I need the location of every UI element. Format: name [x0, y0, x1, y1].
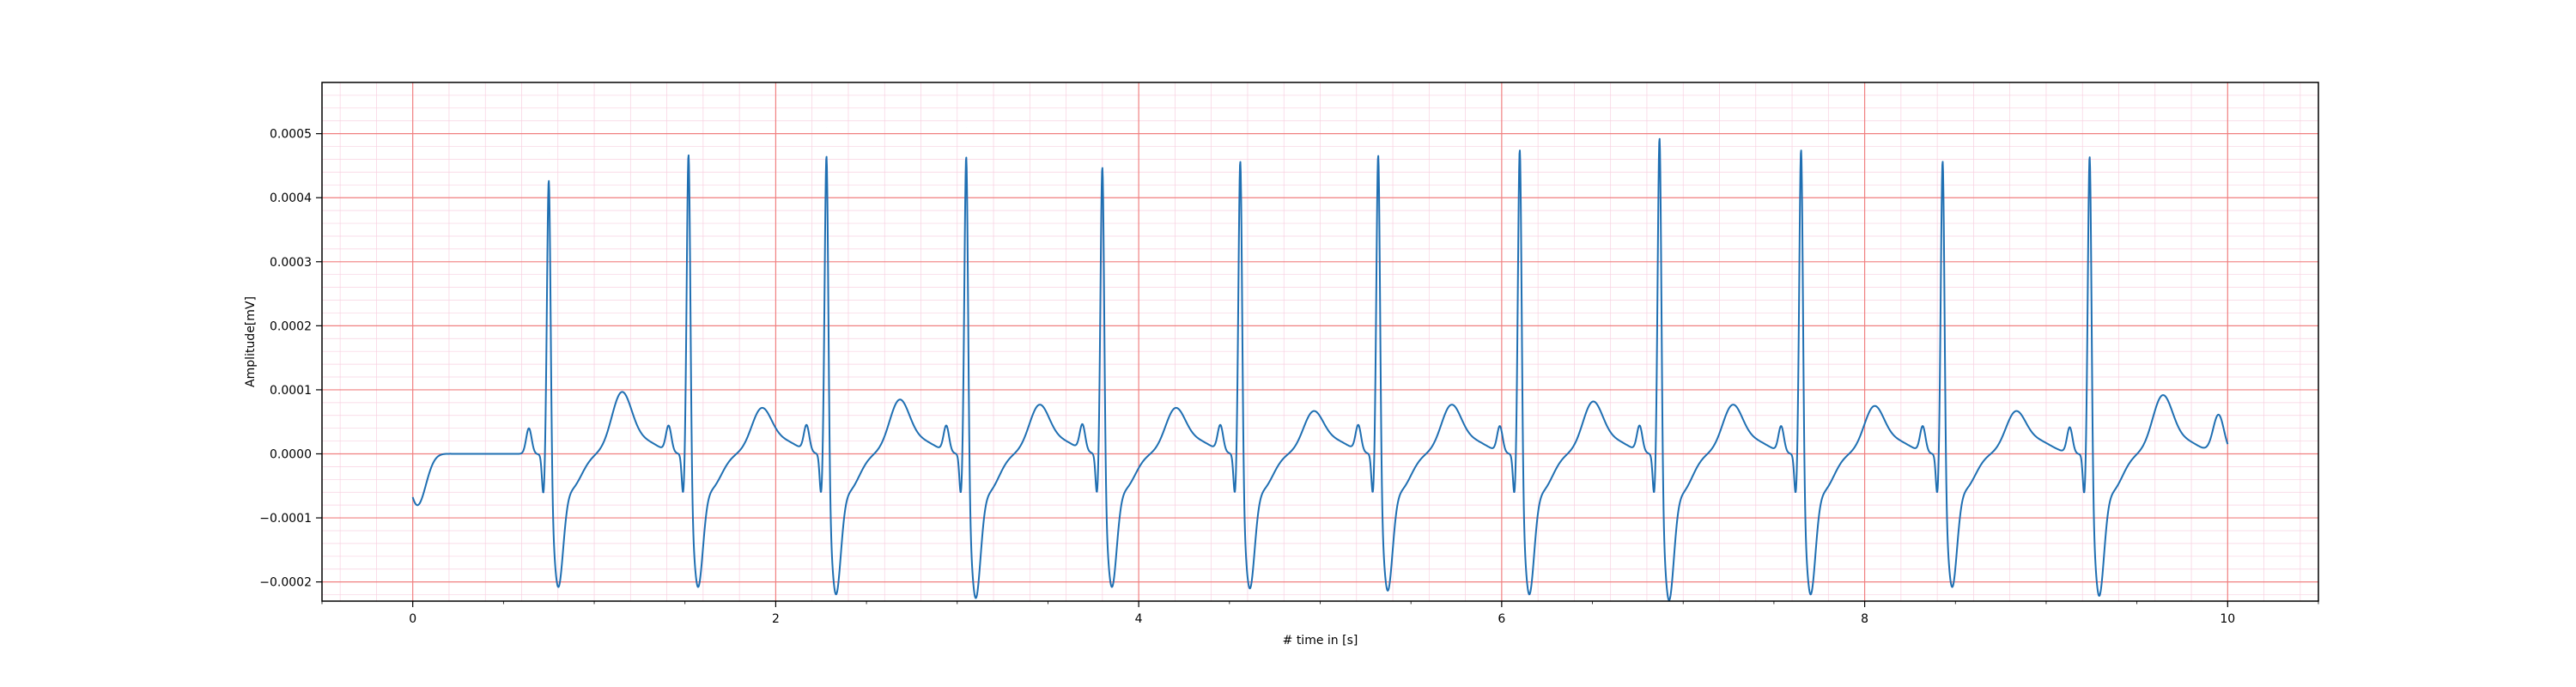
x-tick-label: 6 — [1498, 612, 1505, 626]
series-layer — [411, 107, 2229, 602]
y-axis-label: Amplitude[mV] — [244, 296, 258, 387]
ecg-series-line — [411, 137, 2229, 602]
minor-grid — [322, 82, 2318, 601]
y-tick-label: −0.0001 — [259, 512, 312, 526]
y-tick-label: 0.0004 — [270, 192, 312, 205]
x-tick-label: 8 — [1861, 612, 1868, 626]
y-tick-label: 0.0000 — [270, 447, 312, 461]
x-tick-label: 0 — [409, 612, 416, 626]
major-grid — [322, 82, 2318, 601]
x-axis-ticks: 0 2 4 6 8 10 — [321, 601, 2319, 626]
y-tick-label: 0.0002 — [270, 319, 312, 333]
y-tick-label: −0.0002 — [259, 576, 312, 590]
x-tick-label: 4 — [1135, 612, 1143, 626]
y-tick-label: 0.0001 — [270, 384, 312, 398]
x-axis-label: # time in [s] — [1283, 634, 1358, 647]
y-tick-label: 0.0003 — [270, 256, 312, 270]
x-tick-label: 2 — [772, 612, 780, 626]
y-tick-label: 0.0005 — [270, 128, 312, 142]
x-tick-label: 10 — [2220, 612, 2235, 626]
y-axis-ticks: −0.0002 −0.0001 0.0000 0.0001 0.0002 0.0003 0.… — [259, 128, 322, 590]
